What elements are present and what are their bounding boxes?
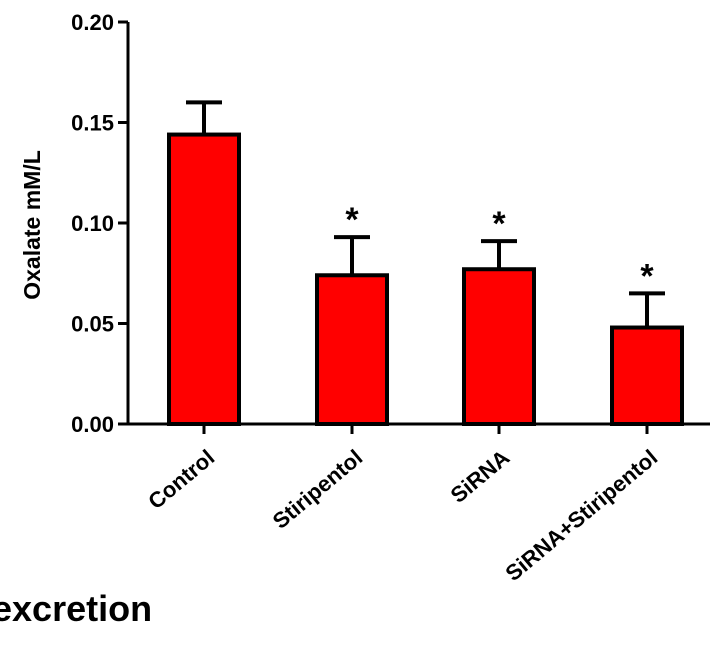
bar [167, 132, 241, 426]
significance-marker: * [345, 201, 359, 239]
bar [315, 273, 389, 427]
figure-caption-fragment: excretion [0, 588, 153, 629]
bars-group: * * * [167, 100, 684, 427]
y-tick-label: 0.15 [71, 111, 114, 136]
significance-marker: * [640, 257, 654, 295]
y-tick-label: 0.20 [71, 10, 114, 35]
y-axis: 0.00 0.05 0.10 0.15 0.20 [71, 10, 130, 437]
y-axis-title: Oxalate mM/L [19, 150, 45, 300]
x-tick-label: Stiripentol [268, 445, 367, 534]
significance-marker: * [492, 205, 506, 243]
bar [462, 267, 536, 427]
y-tick-label: 0.05 [71, 312, 114, 337]
y-tick-label: 0.00 [71, 412, 114, 437]
x-tick-label: Control [143, 445, 219, 514]
x-tick-label: SiRNA+Stiripentol [501, 445, 663, 586]
bar [610, 325, 684, 426]
y-tick-label: 0.10 [71, 211, 114, 236]
x-tick-label: SiRNA [446, 445, 515, 508]
